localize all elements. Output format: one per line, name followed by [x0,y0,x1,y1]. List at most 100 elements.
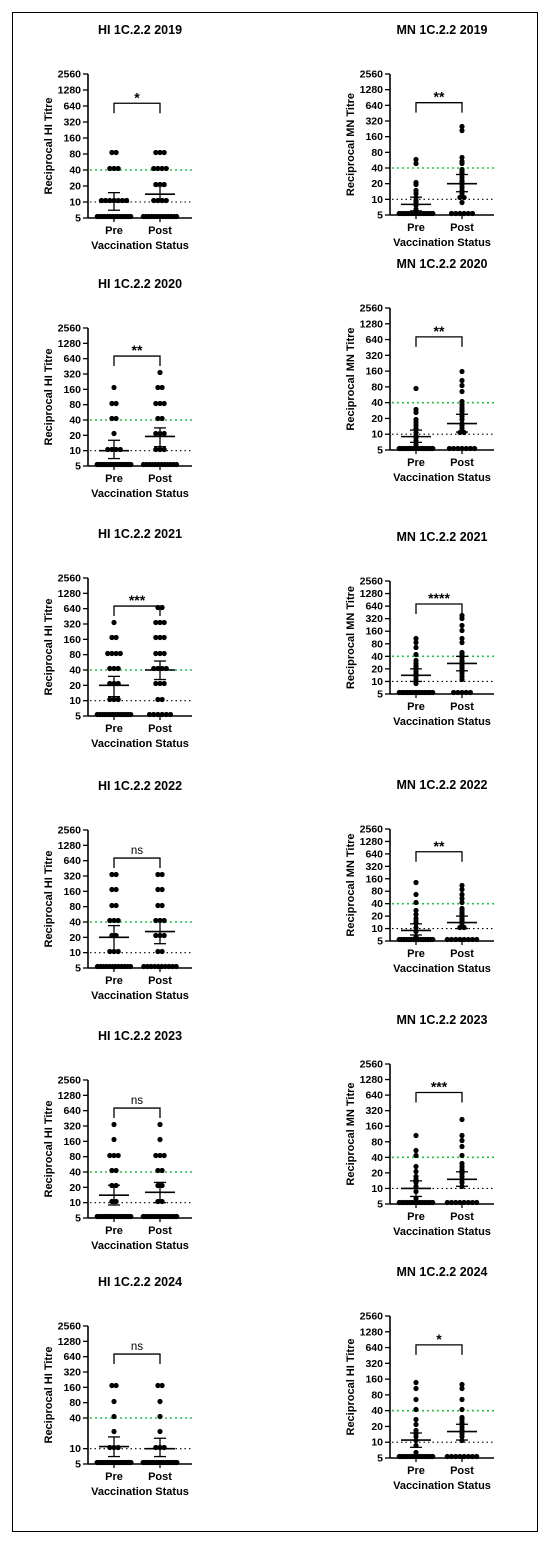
data-point [155,415,161,422]
data-point [128,711,134,718]
panel-title: HI 1C.2.2 2024 [98,1275,182,1289]
data-point [413,181,419,188]
x-axis-label: Vaccination Status [91,1240,189,1252]
y-tick-label: 640 [365,1090,383,1102]
y-tick-label: 40 [69,917,81,929]
data-point [459,1132,465,1139]
y-tick-label: 320 [63,369,81,381]
y-tick-label: 40 [371,651,383,663]
data-point [111,1398,117,1405]
data-point [157,446,163,453]
x-tick-label: Post [148,1471,172,1483]
data-point [161,680,167,687]
data-point [144,963,150,970]
data-point [448,210,455,217]
data-point [174,1459,180,1466]
data-point [146,711,153,718]
y-tick-label: 80 [69,649,81,661]
data-point [115,1152,121,1159]
data-point [109,634,115,641]
y-tick-label: 2560 [360,1059,384,1071]
y-tick-label: 20 [371,413,383,425]
data-point [115,696,121,703]
data-point [459,388,465,395]
data-point [463,445,469,452]
y-tick-label: 80 [371,1389,383,1401]
data-point [413,879,419,886]
data-point [459,160,465,167]
y-tick-label: 5 [75,213,81,225]
data-point [453,1453,459,1460]
data-point [413,651,419,658]
data-point [113,415,119,422]
y-tick-label: 320 [63,1121,81,1133]
y-tick-label: 160 [365,873,383,885]
y-tick-label: 1280 [360,1074,384,1086]
y-tick-label: 40 [69,665,81,677]
data-point [157,400,163,407]
data-point [430,689,436,696]
y-tick-label: 10 [371,676,383,688]
data-point [413,899,419,906]
panel-9: HI 1C.2.2 2023 5 10 20 40 80 160 320 640 1280 2560… [43,1029,192,1252]
x-axis-label: Vaccination Status [393,1480,491,1492]
data-point [465,1199,471,1206]
data-point [474,936,480,943]
data-point [157,369,163,376]
data-point [153,680,159,687]
data-point [413,156,419,163]
data-point [444,1453,450,1460]
panel-10: MN 1C.2.2 2023 5 10 20 40 80 160 320 640 1280 2560… [345,1013,494,1238]
data-point [153,619,159,626]
significance-label: *** [129,592,146,608]
data-point [111,665,117,672]
data-point [109,650,115,657]
data-point [430,210,436,217]
y-tick-label: 20 [371,911,383,923]
y-tick-label: 160 [365,1374,383,1386]
data-point [459,689,465,696]
data-point [162,963,168,970]
x-tick-label: Post [450,948,474,960]
data-point [163,165,169,172]
data-point [459,891,465,898]
y-tick-label: 20 [371,663,383,675]
y-tick-label: 5 [75,1213,81,1225]
data-point [161,650,167,657]
significance-bracket [113,1353,161,1365]
data-point [459,382,465,389]
panel-8: MN 1C.2.2 2022 51020408016032064012802560… [345,778,494,975]
y-axis-label: Reciprocal MN Titre [345,327,357,430]
y-tick-label: 80 [69,1397,81,1409]
y-tick-label: 20 [69,430,81,442]
data-point [109,1167,115,1174]
y-axis-label: Reciprocal HI Titre [43,98,55,195]
y-tick-label: 640 [63,1105,81,1117]
y-tick-label: 10 [371,1437,383,1449]
y-tick-label: 160 [63,384,81,396]
panel-title: HI 1C.2.2 2020 [98,277,182,291]
x-axis-label: Vaccination Status [91,738,189,750]
y-tick-label: 1280 [360,836,384,848]
data-point [430,1199,436,1206]
y-tick-label: 20 [69,181,81,193]
y-tick-label: 10 [69,1443,81,1455]
data-point [153,932,159,939]
data-point [111,619,117,626]
significance-bracket [113,857,161,869]
panel-2: MN 1C.2.2 2019 5 10 20 40 80 160 320 640 1280 2560… [345,23,494,249]
data-point [161,932,167,939]
data-point [459,1116,465,1123]
data-point [117,650,123,657]
x-tick-label: Pre [105,1471,123,1483]
data-point [159,711,165,718]
data-point [111,1413,117,1420]
y-axis-label: Reciprocal HI Titre [43,599,55,696]
data-point [459,1152,465,1159]
data-point [413,441,419,448]
y-tick-label: 40 [69,1167,81,1179]
y-tick-label: 640 [63,855,81,867]
data-point [109,871,115,878]
data-point [457,1199,463,1206]
data-point [153,650,159,657]
